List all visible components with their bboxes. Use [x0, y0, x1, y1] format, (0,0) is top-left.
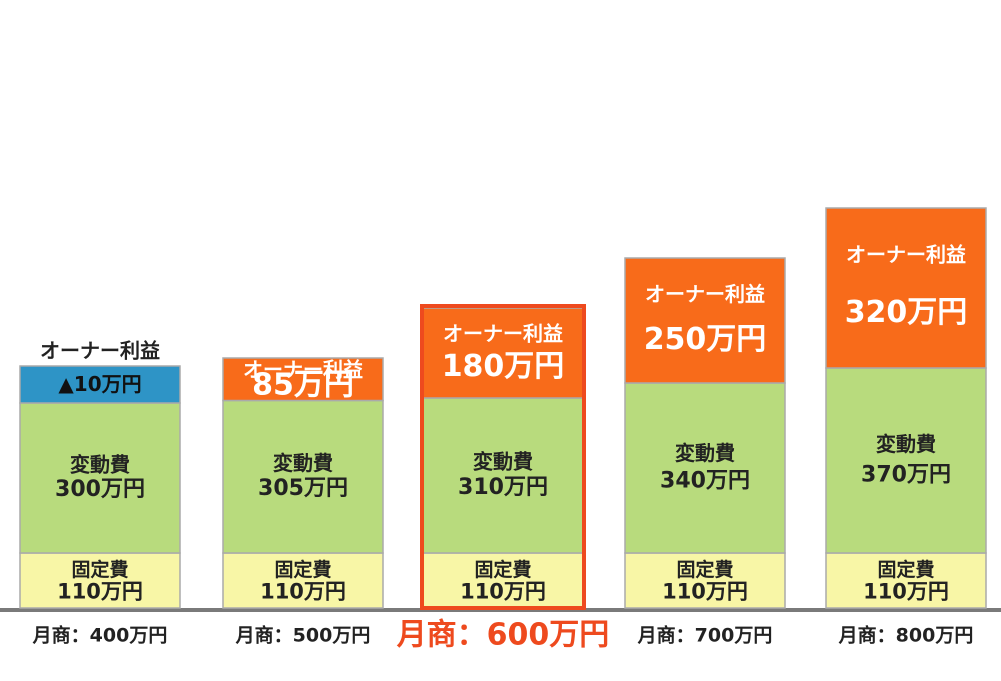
variable-cost-label: 変動費 [876, 432, 936, 456]
bar-variable-cost [825, 367, 987, 554]
category-label: 月商：700万円 [637, 624, 773, 647]
owner-profit-label: オーナー利益 [243, 357, 363, 381]
variable-cost-value: 310万円 [458, 475, 548, 500]
bar-variable-cost [222, 399, 384, 554]
owner-profit-value: 180万円 [442, 349, 565, 384]
owner-profit-value: 320万円 [845, 295, 968, 330]
bar-owner-profit [624, 257, 786, 384]
fixed-cost-label: 固定費 [676, 558, 733, 581]
category-label: 月商：800万円 [838, 624, 974, 647]
variable-cost-label: 変動費 [675, 441, 735, 465]
fixed-cost-value: 110万円 [260, 580, 346, 604]
variable-cost-label: 変動費 [70, 453, 130, 477]
owner-profit-value: 250万円 [644, 322, 767, 357]
category-label: 月商：600万円 [397, 618, 610, 653]
bar-variable-cost [422, 397, 584, 554]
fixed-cost-value: 110万円 [460, 580, 546, 604]
bar-owner-profit [825, 207, 987, 369]
bar-owner-profit [422, 307, 584, 399]
variable-cost-value: 340万円 [660, 469, 750, 494]
fixed-cost-label: 固定費 [274, 558, 331, 581]
bar-fixed-cost [624, 552, 786, 609]
owner-profit-label: オーナー利益 [40, 339, 160, 363]
variable-cost-value: 370万円 [861, 462, 951, 487]
bar-owner-profit [222, 357, 384, 402]
highlight-frame [420, 304, 586, 610]
fixed-cost-value: 110万円 [662, 580, 748, 604]
bar-variable-cost [624, 382, 786, 554]
fixed-cost-value: 110万円 [57, 580, 143, 604]
fixed-cost-label: 固定費 [877, 558, 934, 581]
bar-fixed-cost [19, 552, 181, 609]
bar-fixed-cost [222, 552, 384, 609]
owner-profit-label: オーナー利益 [645, 282, 765, 306]
variable-cost-label: 変動費 [273, 451, 333, 475]
owner-profit-label: オーナー利益 [443, 322, 563, 346]
owner-profit-value: 85万円 [252, 368, 354, 403]
category-label: 月商：400万円 [32, 624, 168, 647]
fixed-cost-label: 固定費 [71, 558, 128, 581]
owner-profit-label: オーナー利益 [846, 243, 966, 267]
fixed-cost-label: 固定費 [474, 558, 531, 581]
variable-cost-label: 変動費 [473, 450, 533, 474]
variable-cost-value: 305万円 [258, 476, 348, 501]
bar-variable-cost [19, 402, 181, 554]
variable-cost-value: 300万円 [55, 477, 145, 502]
owner-profit-value: ▲10万円 [58, 372, 141, 396]
fixed-cost-value: 110万円 [863, 580, 949, 604]
category-label: 月商：500万円 [235, 624, 371, 647]
bar-owner-loss [19, 365, 181, 404]
